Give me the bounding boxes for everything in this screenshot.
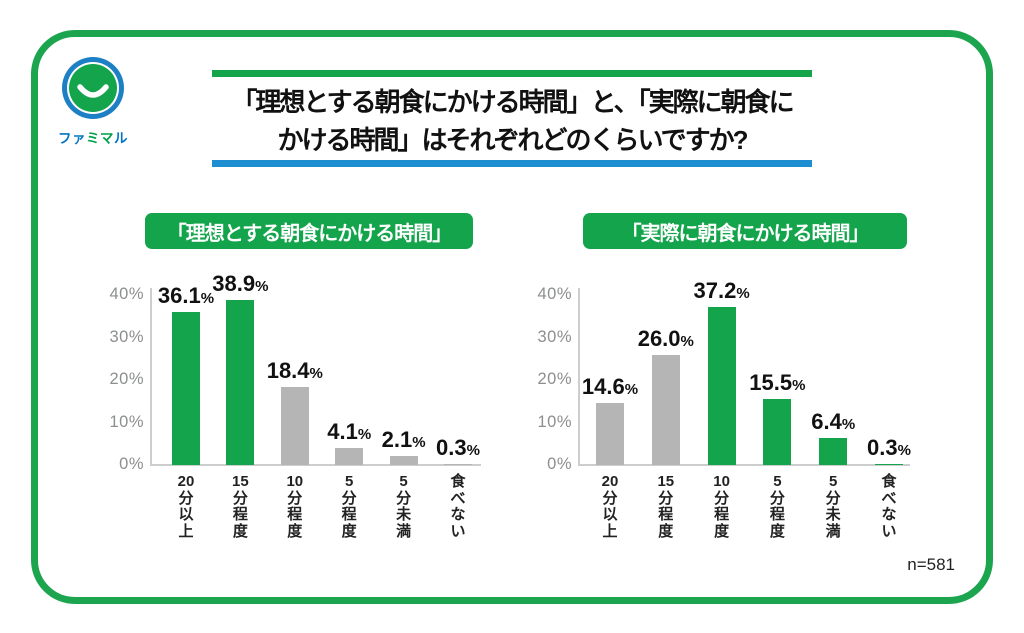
bar — [875, 463, 903, 465]
x-axis-label: 15 分程度 — [657, 473, 675, 540]
bar — [226, 299, 255, 465]
x-axis-label: 10 分程度 — [286, 473, 304, 540]
logo-wordmark: ファミマル — [58, 131, 128, 146]
bar — [335, 447, 364, 465]
page-title: 「理想とする朝食にかける時間」と、「実際に朝食に かける時間」はそれぞれどのくら… — [182, 83, 842, 159]
famimaru-logo: ファミマル — [58, 56, 128, 147]
y-axis-tick-label: 40% — [537, 285, 572, 303]
sample-size: n=581 — [907, 555, 955, 574]
bar — [763, 399, 792, 465]
x-axis-label: 10 分程度 — [713, 473, 730, 540]
x-axis-label: 15 分程度 — [232, 473, 249, 540]
bar-value-label: 37.2% — [693, 277, 750, 303]
bar — [172, 311, 200, 465]
bar-value-label: 0.3% — [867, 434, 911, 460]
x-axis-line — [578, 464, 910, 466]
chart-header-actual: 「実際に朝食にかける時間」 — [583, 213, 907, 249]
x-axis-line — [150, 464, 481, 466]
smiley-icon — [61, 57, 125, 124]
bar-value-label: 0.3% — [436, 434, 480, 460]
y-axis-tick-label: 30% — [537, 327, 572, 346]
page-title-line2: かける時間」はそれぞれどのくらいですか? — [277, 125, 748, 155]
bar-value-label: 14.6% — [581, 373, 639, 399]
bar-value-label: 6.4% — [811, 408, 856, 434]
bar — [707, 306, 736, 465]
y-axis-line — [578, 288, 580, 466]
y-axis-tick-label: 0% — [119, 455, 144, 473]
bar — [596, 402, 624, 465]
title-accent-bar-blue — [212, 160, 812, 167]
bar — [444, 463, 472, 465]
bar — [651, 354, 680, 465]
page-title-line1: 「理想とする朝食にかける時間」と、「実際に朝食に — [231, 87, 794, 117]
y-axis-tick-label: 40% — [109, 285, 144, 303]
y-axis-line — [150, 288, 152, 466]
y-axis-tick-label: 10% — [109, 412, 144, 431]
bar-value-label: 15.5% — [749, 370, 806, 396]
bar — [819, 437, 848, 465]
x-axis-label: 20 分以上 — [177, 473, 195, 540]
y-axis-tick-label: 30% — [109, 327, 144, 346]
y-axis-tick-label: 10% — [537, 412, 572, 431]
x-axis-label: 20 分以上 — [601, 473, 619, 540]
y-axis-tick-label: 20% — [109, 370, 144, 388]
x-axis-label: 食べない — [450, 473, 466, 540]
bar — [389, 456, 418, 465]
bar-value-label: 18.4% — [266, 357, 323, 383]
y-axis-tick-label: 20% — [537, 370, 572, 388]
bar-value-label: 38.9% — [212, 270, 269, 296]
bar-value-label: 26.0% — [637, 325, 694, 351]
y-axis-tick-label: 0% — [547, 455, 572, 473]
title-accent-bar-green — [212, 70, 812, 77]
bar-value-label: 36.1% — [157, 282, 215, 308]
bar-value-label: 2.1% — [381, 427, 426, 453]
bar-value-label: 4.1% — [327, 418, 372, 444]
x-axis-label: 食べない — [881, 473, 897, 540]
chart-header-ideal: 「理想とする朝食にかける時間」 — [145, 213, 473, 249]
bar — [280, 386, 309, 465]
